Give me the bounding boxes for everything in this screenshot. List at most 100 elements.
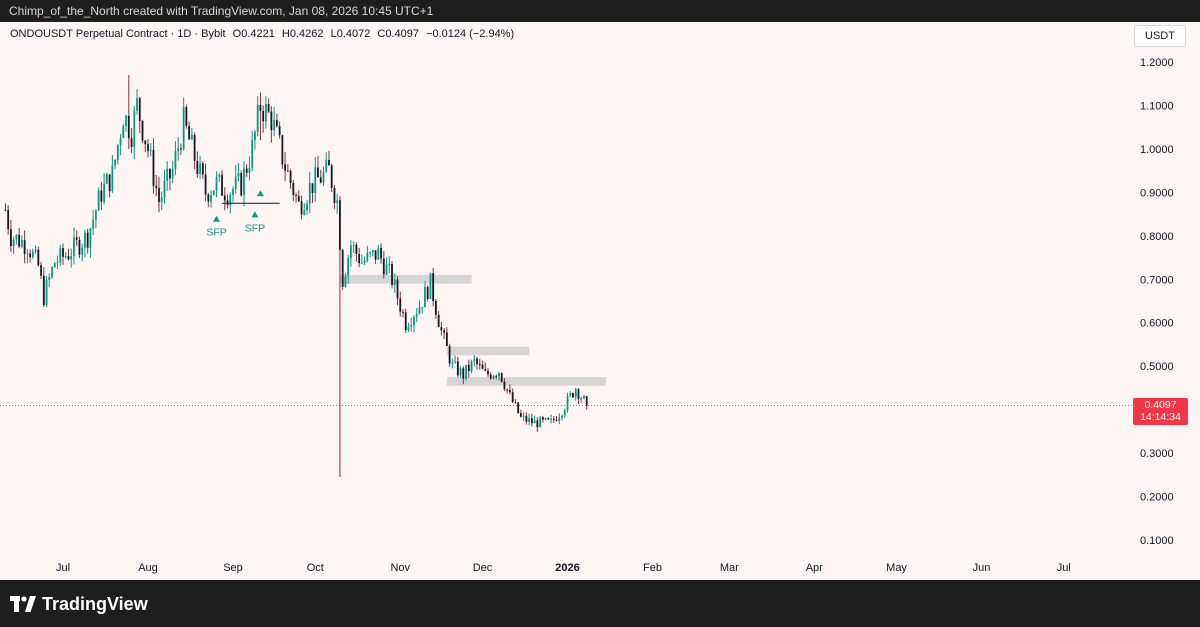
candle-body (42, 275, 45, 306)
candle-body (229, 194, 232, 206)
candle-body (270, 111, 273, 131)
candle-body (306, 203, 308, 211)
y-tick-label: 1.2000 (1140, 57, 1174, 69)
symbol-legend: ONDOUSDT Perpetual Contract · 1D · Bybit… (10, 28, 518, 40)
candle-body (103, 183, 106, 202)
candle-body (160, 197, 163, 203)
candle-body (12, 239, 15, 247)
candle-body (51, 267, 53, 278)
x-tick-label: Jul (1057, 562, 1071, 574)
attribution-bar: Chimp_of_the_North created with TradingV… (0, 0, 1200, 22)
candle-body (273, 119, 276, 131)
sfp-arrow-icon (256, 190, 264, 197)
open-value: O0.4221 (232, 28, 275, 40)
candle-body (40, 265, 42, 276)
candle-body (330, 165, 333, 188)
sfp-arrow-icon (251, 211, 259, 218)
candle-body (149, 149, 152, 151)
y-tick-label: 0.6000 (1140, 318, 1174, 330)
candle-body (536, 420, 539, 428)
candle-body (289, 170, 292, 183)
candle-body (212, 190, 215, 195)
candle-body (533, 420, 536, 423)
candle-body (498, 372, 500, 377)
candle-body (182, 107, 185, 149)
candle-body (339, 200, 341, 251)
candle-body (511, 392, 514, 403)
candle-body (180, 148, 182, 150)
candle-body (84, 232, 86, 248)
chart-area[interactable]: 1.2000 1.1000 1.0000 0.9000 0.8000 0.7000 0.60… (0, 22, 1200, 580)
candle-body (185, 107, 188, 126)
candle-body (95, 210, 97, 220)
candle-body (371, 250, 374, 253)
tradingview-logo[interactable]: TradingView (10, 592, 148, 616)
candle-body (193, 134, 196, 161)
x-tick-label: Sep (223, 562, 243, 574)
candle-body (303, 210, 306, 215)
candle-body (514, 402, 517, 404)
x-tick-label: May (886, 562, 907, 574)
candle-body (445, 332, 448, 347)
candle-body (215, 176, 218, 191)
candle-body (325, 159, 328, 172)
sfp-label: SFP (245, 222, 265, 234)
x-tick-label: Apr (806, 562, 823, 574)
candle-body (484, 368, 487, 371)
candle-body (295, 195, 297, 197)
sfp-label: SFP (206, 227, 226, 239)
candle-body (328, 159, 330, 166)
candle-body (169, 169, 171, 179)
change-value: −0.0124 (−2.94%) (426, 28, 515, 40)
candle-body (467, 364, 470, 372)
candle-body (133, 110, 136, 148)
candle-body (418, 307, 421, 314)
y-tick-label: 0.9000 (1140, 187, 1174, 199)
candle-body (317, 167, 319, 178)
price-chart[interactable]: 1.2000 1.1000 1.0000 0.9000 0.8000 0.7000 0.60… (0, 22, 1200, 580)
candle-body (53, 263, 56, 268)
y-tick-label: 0.8000 (1140, 231, 1174, 243)
candle-body (541, 417, 544, 420)
y-tick-label: 0.5000 (1140, 361, 1174, 373)
candle-body (152, 149, 155, 186)
candle-body (572, 393, 574, 398)
candle-body (399, 298, 402, 312)
candle-body (89, 228, 92, 248)
candle-body (426, 287, 429, 299)
candle-body (407, 326, 410, 331)
candle-body (396, 279, 399, 299)
candle-body (465, 364, 467, 379)
low-value: L0.4072 (330, 28, 371, 40)
candle-body (174, 151, 177, 170)
y-tick-label: 0.1000 (1140, 535, 1174, 547)
candle-body (506, 389, 509, 391)
candle-body (448, 346, 451, 364)
candle-body (108, 174, 111, 192)
candle-body (336, 200, 339, 204)
candle-body (583, 396, 585, 399)
candle-body (432, 273, 435, 302)
candle-body (26, 253, 29, 255)
candle-body (341, 250, 344, 287)
x-tick-label: Jun (973, 562, 991, 574)
currency-selector[interactable]: USDT (1134, 25, 1186, 47)
candle-body (158, 188, 160, 203)
x-tick-label: Oct (307, 562, 324, 574)
candle-body (391, 263, 393, 286)
candle-body (385, 264, 388, 275)
candle-body (459, 368, 462, 376)
candle-body (207, 194, 210, 202)
candle-body (547, 417, 550, 420)
candle-body (574, 389, 577, 398)
candle-body (374, 250, 377, 260)
candle-body (171, 169, 174, 179)
y-tick-label: 1.0000 (1140, 144, 1174, 156)
candle-body (380, 248, 382, 259)
candle-body (265, 103, 267, 122)
x-tick-label: Feb (643, 562, 662, 574)
candle-body (223, 195, 226, 201)
candle-body (297, 195, 300, 202)
candle-body (522, 415, 525, 417)
candle-body (62, 248, 64, 257)
